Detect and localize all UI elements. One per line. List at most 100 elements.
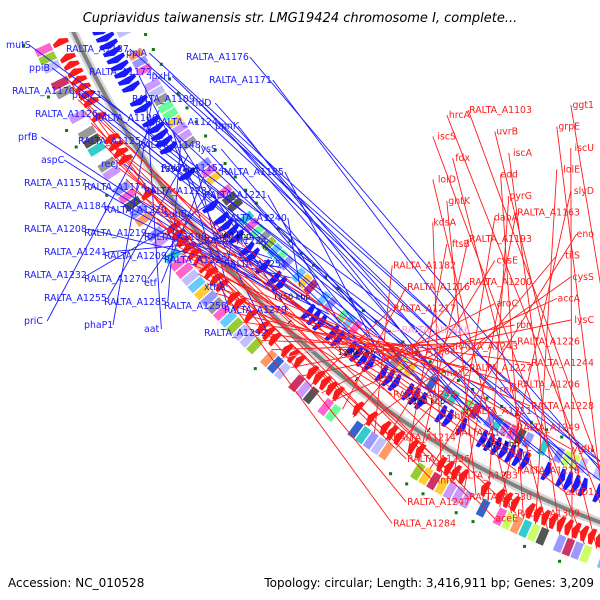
reverse-gene-label: iscS bbox=[437, 132, 456, 143]
forward-gene-label: recJ bbox=[101, 159, 118, 170]
label-leader-lines bbox=[28, 44, 600, 549]
feature-block-inner bbox=[544, 530, 558, 550]
feature-block-inner bbox=[355, 425, 372, 445]
reverse-leader-line bbox=[363, 276, 572, 426]
feature-block-inner bbox=[362, 431, 379, 450]
feature-block-outer bbox=[153, 92, 170, 107]
feature-block-inner bbox=[259, 349, 278, 368]
forward-leader-line bbox=[158, 117, 493, 431]
reverse-gene-label: cysE bbox=[496, 256, 518, 267]
reverse-leader-line bbox=[446, 114, 600, 504]
map-title: Cupriavidus taiwanensis str. LMG19424 ch… bbox=[83, 11, 518, 26]
feature-dot bbox=[194, 120, 198, 124]
feature-dot bbox=[387, 330, 391, 334]
feature-block-inner bbox=[475, 498, 491, 518]
forward-gene-label: RALTA_A1126 bbox=[35, 109, 98, 120]
reverse-gene-label: RALTA_A1283 bbox=[455, 471, 518, 482]
forward-gene-arrow bbox=[324, 324, 340, 342]
reverse-leader-line bbox=[429, 233, 577, 470]
reverse-gene-label: thrS bbox=[513, 449, 532, 460]
feature-dot bbox=[233, 175, 237, 179]
reverse-gene-label: RALTA_A1227 bbox=[469, 363, 532, 374]
feature-dot bbox=[324, 275, 328, 279]
reverse-gene-label: aceE bbox=[495, 514, 518, 525]
feature-block-inner bbox=[552, 534, 567, 553]
reverse-gene-arrow bbox=[580, 525, 590, 542]
feature-dot bbox=[336, 286, 340, 290]
reverse-leader-line bbox=[104, 145, 434, 481]
forward-gene-arrow bbox=[129, 94, 148, 107]
reverse-leader-line bbox=[156, 221, 455, 433]
reverse-gene-arrow bbox=[63, 60, 80, 71]
forward-gene-arrow bbox=[361, 354, 377, 372]
reverse-leader-line bbox=[374, 265, 393, 433]
forward-gene-arrow bbox=[511, 447, 524, 467]
forward-gene-label: RALTA_A1185 bbox=[221, 167, 284, 178]
reverse-gene-label: ftsB bbox=[452, 239, 470, 250]
reverse-gene-label: phaY2 bbox=[441, 368, 470, 379]
forward-gene-arrow bbox=[413, 391, 428, 410]
forward-gene-label: mutS bbox=[6, 40, 31, 51]
feature-dot bbox=[560, 435, 564, 439]
feature-dot bbox=[558, 559, 562, 563]
forward-gene-label: RALTA_A1106 bbox=[95, 113, 158, 124]
forward-leader-line bbox=[227, 207, 289, 265]
reverse-leader-line bbox=[261, 340, 455, 347]
feature-dot bbox=[471, 520, 475, 524]
feature-dot bbox=[213, 148, 217, 152]
feature-block-inner bbox=[467, 494, 483, 514]
feature-dot bbox=[65, 129, 69, 132]
feature-block-inner bbox=[42, 59, 62, 75]
feature-block-inner bbox=[181, 269, 200, 287]
forward-gene-label: RALTA_A1221 bbox=[204, 190, 267, 201]
feature-block-outer bbox=[144, 77, 161, 92]
reverse-leader-line bbox=[396, 255, 558, 448]
feature-dot bbox=[185, 106, 189, 110]
feature-dot bbox=[300, 251, 304, 255]
forward-gene-label: tldD bbox=[192, 98, 211, 109]
forward-leader-line bbox=[129, 48, 600, 462]
feature-dot bbox=[244, 188, 248, 192]
forward-gene-arrow bbox=[554, 468, 566, 488]
feature-block-outer bbox=[266, 242, 283, 259]
reverse-gene-arrow bbox=[332, 386, 346, 402]
forward-gene-arrow bbox=[110, 59, 129, 72]
reverse-leader-line bbox=[215, 292, 517, 385]
feature-block-outer bbox=[157, 99, 175, 114]
reverse-gene-label: RALTA_A1206 bbox=[517, 380, 580, 391]
forward-leader-line bbox=[167, 228, 246, 257]
scale-tick bbox=[426, 427, 431, 433]
forward-gene-arrow bbox=[99, 38, 118, 50]
forward-gene-label: RALTA_A1152 bbox=[161, 163, 224, 174]
reverse-gene-arrow bbox=[572, 522, 582, 539]
feature-block-inner bbox=[317, 397, 334, 417]
feature-block-outer bbox=[131, 55, 149, 69]
reverse-gene-label: rbn bbox=[516, 320, 532, 331]
feature-block-outer bbox=[216, 184, 233, 199]
reverse-gene-arrow bbox=[293, 354, 307, 369]
reverse-gene-arrow bbox=[268, 332, 283, 347]
reverse-gene-label: RALTA_A1236 bbox=[407, 454, 470, 465]
feature-dot bbox=[223, 162, 227, 165]
forward-gene-arrow bbox=[475, 429, 489, 448]
feature-dot bbox=[454, 511, 458, 515]
forward-gene-arrow bbox=[562, 471, 574, 491]
reverse-gene-label: aroC bbox=[496, 299, 518, 310]
forward-gene-arrow bbox=[159, 141, 178, 155]
feature-block-inner bbox=[526, 523, 541, 542]
forward-gene-label: lysS bbox=[198, 144, 217, 155]
forward-gene-arrow bbox=[212, 211, 229, 226]
feature-dot bbox=[74, 145, 78, 149]
scale-tick bbox=[354, 376, 359, 382]
forward-gene-label: RALTA_A1157 bbox=[24, 178, 87, 189]
feature-block-inner bbox=[77, 125, 97, 141]
forward-leader-line bbox=[167, 143, 182, 303]
reverse-gene-label: RALTA_A1244 bbox=[531, 358, 594, 369]
feature-block-outer bbox=[238, 210, 255, 226]
reverse-gene-label: RALTA_A1233 bbox=[455, 428, 518, 439]
reverse-gene-arrow bbox=[525, 502, 536, 519]
reverse-gene-arrow bbox=[352, 401, 365, 417]
feature-block-outer bbox=[445, 389, 461, 407]
reverse-gene-label: RALTA_A1211 bbox=[469, 406, 532, 417]
feature-block-inner bbox=[87, 141, 106, 157]
